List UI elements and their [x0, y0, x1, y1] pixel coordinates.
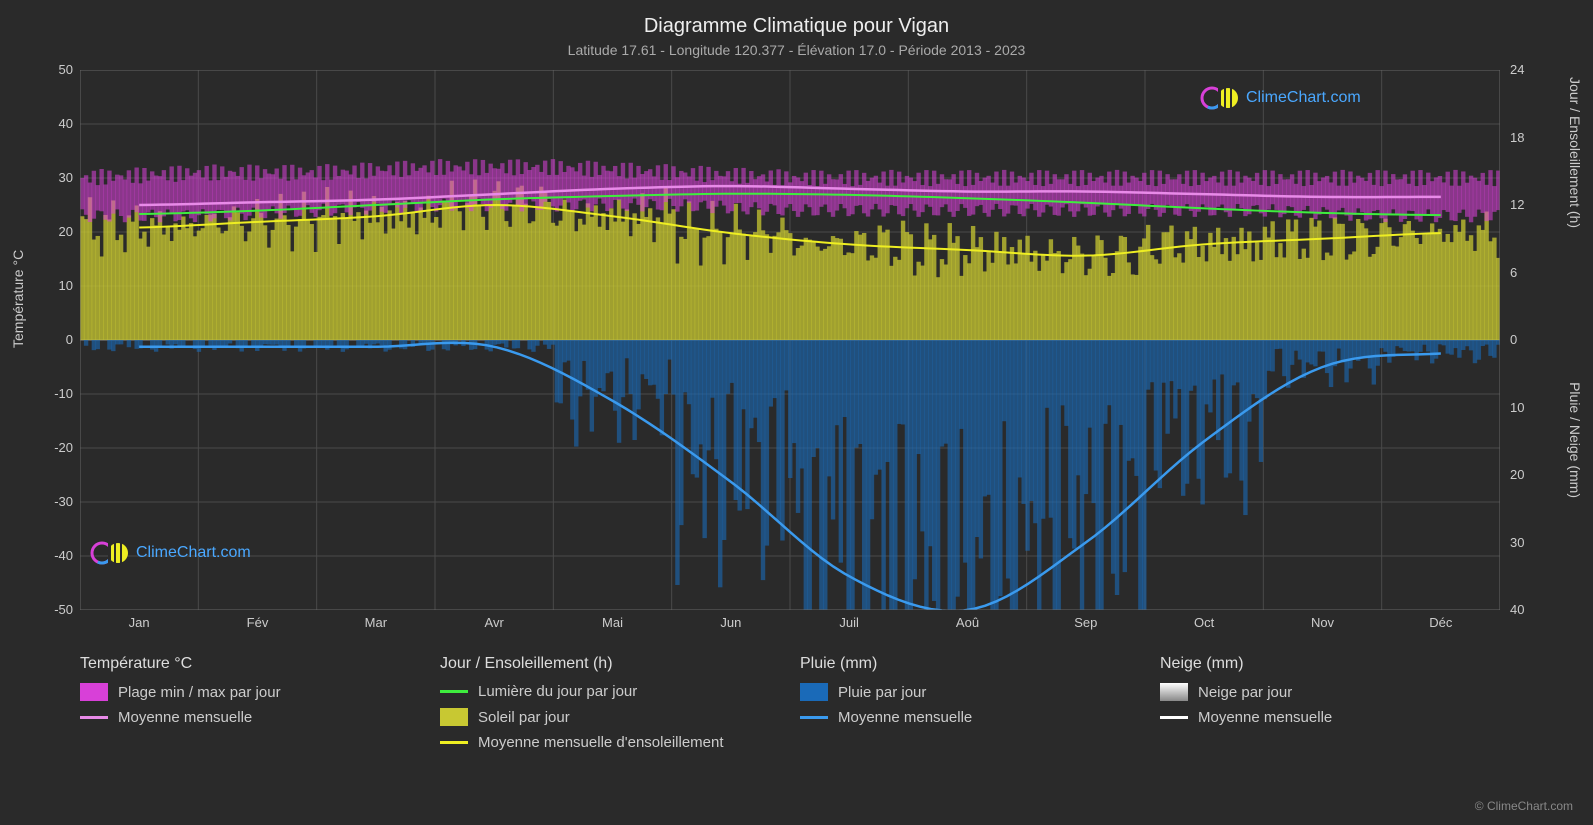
legend-rain-fill: Pluie par jour	[800, 683, 1140, 701]
chart-title: Diagramme Climatique pour Vigan	[644, 15, 949, 38]
legend-rain-avg: Moyenne mensuelle	[800, 709, 1140, 726]
legend-label: Moyenne mensuelle d'ensoleillement	[478, 734, 724, 751]
sun-avg-line	[440, 741, 468, 744]
copyright: © ClimeChart.com	[1475, 799, 1573, 813]
snow-avg-line	[1160, 716, 1188, 719]
y-tick-right-hours: 0	[1510, 332, 1560, 347]
logo-icon	[1200, 85, 1240, 111]
legend-col-sun: Jour / Ensoleillement (h) Lumière du jou…	[440, 655, 780, 759]
y-tick-left: 50	[23, 62, 73, 77]
y-tick-left: 30	[23, 170, 73, 185]
logo-top: ClimeChart.com	[1200, 85, 1361, 111]
y-tick-left: -10	[23, 386, 73, 401]
snow-swatch	[1160, 683, 1188, 701]
chart-svg	[80, 70, 1500, 610]
x-tick: Mai	[602, 615, 623, 630]
right-top-axis-label: Jour / Ensoleillement (h)	[1567, 77, 1583, 228]
x-tick: Nov	[1311, 615, 1334, 630]
x-tick: Jun	[720, 615, 741, 630]
chart-plot-area	[80, 70, 1500, 610]
x-tick: Oct	[1194, 615, 1214, 630]
legend-sun-fill: Soleil par jour	[440, 708, 780, 726]
legend-daylight: Lumière du jour par jour	[440, 683, 780, 700]
x-tick: Sep	[1074, 615, 1097, 630]
y-tick-right-mm: 30	[1510, 535, 1560, 550]
legend-temp-title: Température °C	[80, 655, 420, 673]
legend-temp-range: Plage min / max par jour	[80, 683, 420, 701]
legend-temp-avg: Moyenne mensuelle	[80, 709, 420, 726]
legend-sun-title: Jour / Ensoleillement (h)	[440, 655, 780, 673]
x-tick: Aoû	[956, 615, 979, 630]
legend-sun-avg: Moyenne mensuelle d'ensoleillement	[440, 734, 780, 751]
logo-text: ClimeChart.com	[136, 544, 251, 562]
x-tick: Juil	[839, 615, 859, 630]
y-tick-left: 20	[23, 224, 73, 239]
rain-swatch	[800, 683, 828, 701]
right-bottom-axis-label: Pluie / Neige (mm)	[1567, 382, 1583, 498]
x-tick: Déc	[1429, 615, 1452, 630]
x-tick: Jan	[129, 615, 150, 630]
y-tick-right-hours: 6	[1510, 265, 1560, 280]
legend-label: Plage min / max par jour	[118, 684, 281, 701]
legend-col-rain: Pluie (mm) Pluie par jour Moyenne mensue…	[800, 655, 1140, 759]
legend-label: Soleil par jour	[478, 709, 570, 726]
legend-rain-title: Pluie (mm)	[800, 655, 1140, 673]
y-tick-right-mm: 40	[1510, 602, 1560, 617]
legend-label: Moyenne mensuelle	[1198, 709, 1332, 726]
y-tick-right-hours: 18	[1510, 130, 1560, 145]
logo-bottom: ClimeChart.com	[90, 540, 251, 566]
legend-snow-avg: Moyenne mensuelle	[1160, 709, 1500, 726]
y-tick-right-hours: 24	[1510, 62, 1560, 77]
x-tick: Fév	[247, 615, 269, 630]
y-tick-right-mm: 20	[1510, 467, 1560, 482]
logo-icon	[90, 540, 130, 566]
legend-snow-title: Neige (mm)	[1160, 655, 1500, 673]
sun-swatch	[440, 708, 468, 726]
temp-range-swatch	[80, 683, 108, 701]
chart-subtitle: Latitude 17.61 - Longitude 120.377 - Élé…	[568, 42, 1026, 58]
rain-avg-line	[800, 716, 828, 719]
legend-label: Moyenne mensuelle	[118, 709, 252, 726]
y-tick-right-hours: 12	[1510, 197, 1560, 212]
y-tick-left: -50	[23, 602, 73, 617]
legend: Température °C Plage min / max par jour …	[80, 655, 1500, 759]
legend-label: Moyenne mensuelle	[838, 709, 972, 726]
legend-col-temp: Température °C Plage min / max par jour …	[80, 655, 420, 759]
y-tick-left: 40	[23, 116, 73, 131]
y-tick-left: -40	[23, 548, 73, 563]
temp-avg-line	[80, 716, 108, 719]
daylight-line	[440, 690, 468, 693]
y-tick-left: 0	[23, 332, 73, 347]
legend-col-snow: Neige (mm) Neige par jour Moyenne mensue…	[1160, 655, 1500, 759]
y-tick-left: -20	[23, 440, 73, 455]
legend-label: Pluie par jour	[838, 684, 926, 701]
x-tick: Avr	[485, 615, 504, 630]
y-tick-left: 10	[23, 278, 73, 293]
y-tick-left: -30	[23, 494, 73, 509]
legend-snow-fill: Neige par jour	[1160, 683, 1500, 701]
logo-text: ClimeChart.com	[1246, 89, 1361, 107]
x-tick: Mar	[365, 615, 387, 630]
legend-label: Neige par jour	[1198, 684, 1292, 701]
y-tick-right-mm: 10	[1510, 400, 1560, 415]
legend-label: Lumière du jour par jour	[478, 683, 637, 700]
